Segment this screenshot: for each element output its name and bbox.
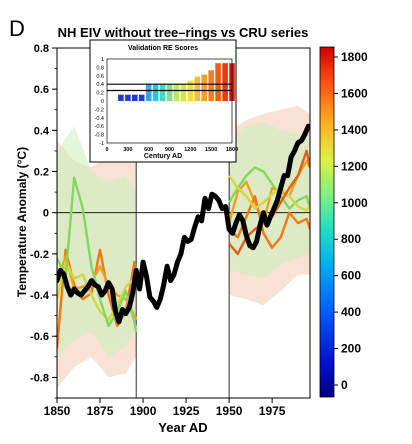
inset-y-tick-label: -1 <box>99 141 104 147</box>
inset-bar <box>152 84 159 101</box>
inset-y-tick-label: 0.4 <box>96 82 104 88</box>
y-tick-label: -0.6 <box>30 331 49 343</box>
inset-y-tick-label: 0.6 <box>96 74 104 80</box>
cru-series <box>57 123 310 325</box>
chart-title: NH EIV without tree–rings vs CRU series <box>58 25 309 40</box>
y-tick-label: -0.2 <box>30 249 49 261</box>
inset-y-tick-label: -0.6 <box>95 124 104 130</box>
inset-bar <box>118 94 124 101</box>
reconstruction-line-7 <box>228 174 310 212</box>
inset-x-tick-label: 1200 <box>184 147 196 153</box>
cru-line <box>57 123 310 325</box>
inset-x-tick-label: 300 <box>123 147 132 153</box>
inset-bar <box>215 63 221 101</box>
x-tick-label: 1850 <box>44 404 71 418</box>
colorbar-ticks: 1800 1600 1400 1200 1000 800 600 400 200 0 <box>334 50 368 392</box>
inset-y-tick-label: 1 <box>101 57 104 63</box>
inset-y-tick-label: 0.2 <box>96 91 104 97</box>
inset-bar <box>125 94 131 101</box>
inset-y-tick-label: -0.8 <box>95 133 104 139</box>
inset-x-tick-label: 1800 <box>226 147 238 153</box>
colorbar-tick-label: 0 <box>341 378 348 392</box>
inset-bar <box>180 84 187 101</box>
y-axis: 0.8 0.6 0.4 0.2 0 -0.2 -0.4 -0.6 -0.8 <box>30 43 57 399</box>
colorbar-gradient <box>319 46 335 398</box>
colorbar-tick-label: 600 <box>341 269 361 283</box>
y-tick-label: 0.4 <box>34 125 50 137</box>
x-tick-label: 1900 <box>130 404 157 418</box>
y-tick-label: 0 <box>43 208 49 220</box>
x-tick-label: 1975 <box>259 404 286 418</box>
inset-bar <box>208 70 214 101</box>
inset-bar <box>132 94 138 101</box>
colorbar-tick-label: 800 <box>341 232 361 246</box>
colorbar-tick-label: 1800 <box>341 50 368 64</box>
y-tick-label: 0.8 <box>34 43 49 55</box>
inset-x-tick-label: 900 <box>165 147 174 153</box>
inset-title: Validation RE Scores <box>128 45 198 52</box>
y-tick-label: -0.4 <box>30 290 50 302</box>
inset-x-tick-label: 0 <box>105 147 108 153</box>
inset-y-tick-label: 0.8 <box>96 65 104 71</box>
colorbar-tick-label: 400 <box>341 305 361 319</box>
inset-bar <box>173 84 180 101</box>
colorbar-tick-label: 1600 <box>341 86 368 100</box>
inset-bar <box>201 74 207 101</box>
colorbar-tick-label: 1000 <box>341 196 368 210</box>
inset-x-tick-label: 1500 <box>205 147 217 153</box>
inset-y-tick-label: -0.2 <box>95 107 104 113</box>
inset-y-tick-label: -0.4 <box>95 116 104 122</box>
inset-bar <box>159 84 166 101</box>
x-tick-label: 1875 <box>87 404 114 418</box>
inset-plot-frame <box>106 58 233 144</box>
inset-bar <box>138 94 145 101</box>
x-tick-label: 1925 <box>173 404 200 418</box>
colorbar-tick-label: 1200 <box>341 159 368 173</box>
colorbar: 1800 1600 1400 1200 1000 800 600 400 200 0 <box>319 46 368 398</box>
x-tick-label: 1950 <box>216 404 243 418</box>
inset-chart: Validation RE Scores 1 0.8 0.6 0.4 0.2 0 -0.2 -… <box>89 39 239 163</box>
inset-axes: 10.80.60.40.20-0.2-0.4-0.6-0.8-10 300 600 9… <box>95 57 239 153</box>
inset-bar <box>222 63 228 101</box>
panel-label: D <box>9 16 25 41</box>
inset-x-label: Century AD <box>144 153 182 160</box>
inset-bar <box>145 84 152 101</box>
y-tick-label: 0.6 <box>34 84 49 96</box>
x-axis-label: Year AD <box>158 420 207 435</box>
inset-y-tick-label: 0 <box>101 99 104 105</box>
y-axis-label: Temperature Anomaly (°C) <box>15 147 29 297</box>
inset-bar <box>166 84 173 101</box>
inset-bar <box>194 76 201 101</box>
reconstruction-line-2 <box>57 260 138 321</box>
y-tick-label: 0.2 <box>34 167 49 179</box>
inset-x-tick-label: 600 <box>144 147 153 153</box>
colorbar-tick-label: 200 <box>341 342 361 356</box>
colorbar-tick-label: 1400 <box>341 123 368 137</box>
y-tick-label: -0.8 <box>30 372 49 384</box>
x-axis: 1850 1875 1900 1925 1950 1975 <box>44 398 286 418</box>
reconstruction-line-6 <box>228 166 310 210</box>
